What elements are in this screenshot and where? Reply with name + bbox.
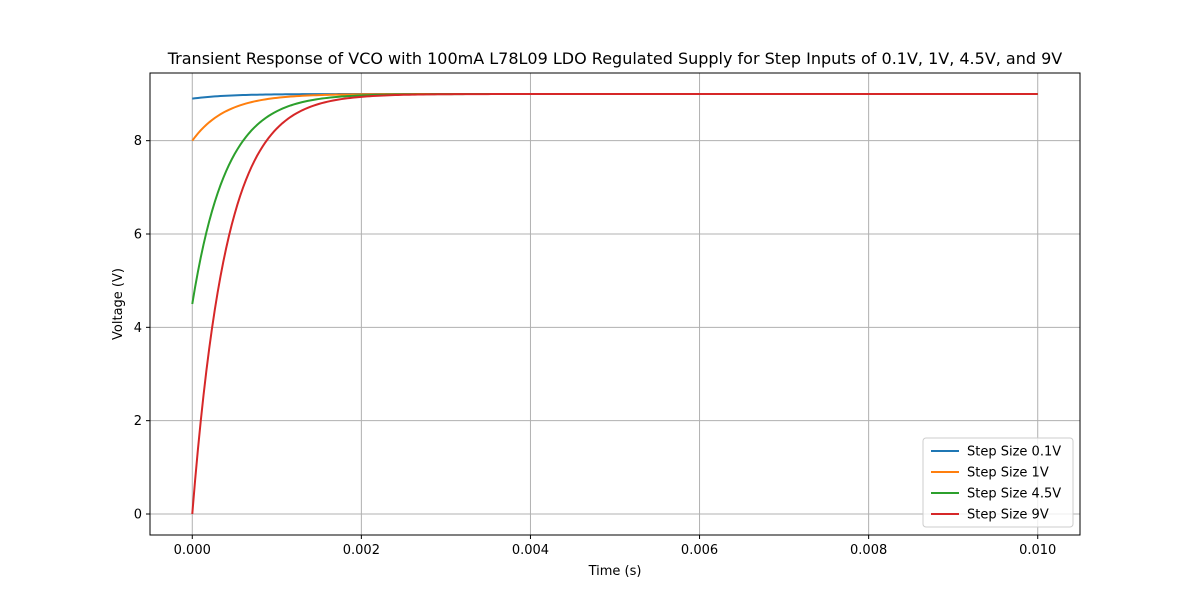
chart-title: Transient Response of VCO with 100mA L78… — [167, 49, 1063, 68]
y-tick-label: 6 — [134, 228, 142, 243]
legend-box — [922, 437, 1074, 528]
y-tick-label: 0 — [134, 508, 142, 523]
legend: Step Size 0.1V Step Size 1V Step Size 4.5V… — [922, 437, 1074, 528]
legend-label-1: Step Size 0.1V — [967, 445, 1061, 460]
y-axis-label: Voltage (V) — [111, 268, 126, 340]
legend-items: Step Size 0.1V Step Size 1V Step Size 4.5V… — [931, 445, 1061, 523]
legend-label-4: Step Size 9V — [967, 508, 1049, 523]
x-tick-label: 0.010 — [1019, 543, 1056, 558]
y-tick-label: 8 — [134, 134, 142, 149]
series-lines — [191, 93, 1038, 515]
x-tick-label: 0.006 — [681, 543, 718, 558]
x-axis-label: Time (s) — [588, 564, 642, 579]
y-ticks: 0 2 4 6 8 — [134, 134, 150, 523]
plot-frame — [149, 72, 1081, 536]
legend-label-2: Step Size 1V — [967, 466, 1049, 481]
x-ticks: 0.000 0.002 0.004 0.006 0.008 0.010 — [174, 535, 1056, 558]
x-tick-label: 0.008 — [850, 543, 887, 558]
y-tick-label: 4 — [134, 321, 142, 336]
series-line-4 — [191, 93, 1038, 515]
x-tick-label: 0.000 — [174, 543, 211, 558]
legend-label-3: Step Size 4.5V — [967, 487, 1061, 502]
y-tick-label: 2 — [134, 414, 142, 429]
x-tick-label: 0.004 — [512, 543, 549, 558]
x-tick-label: 0.002 — [343, 543, 380, 558]
